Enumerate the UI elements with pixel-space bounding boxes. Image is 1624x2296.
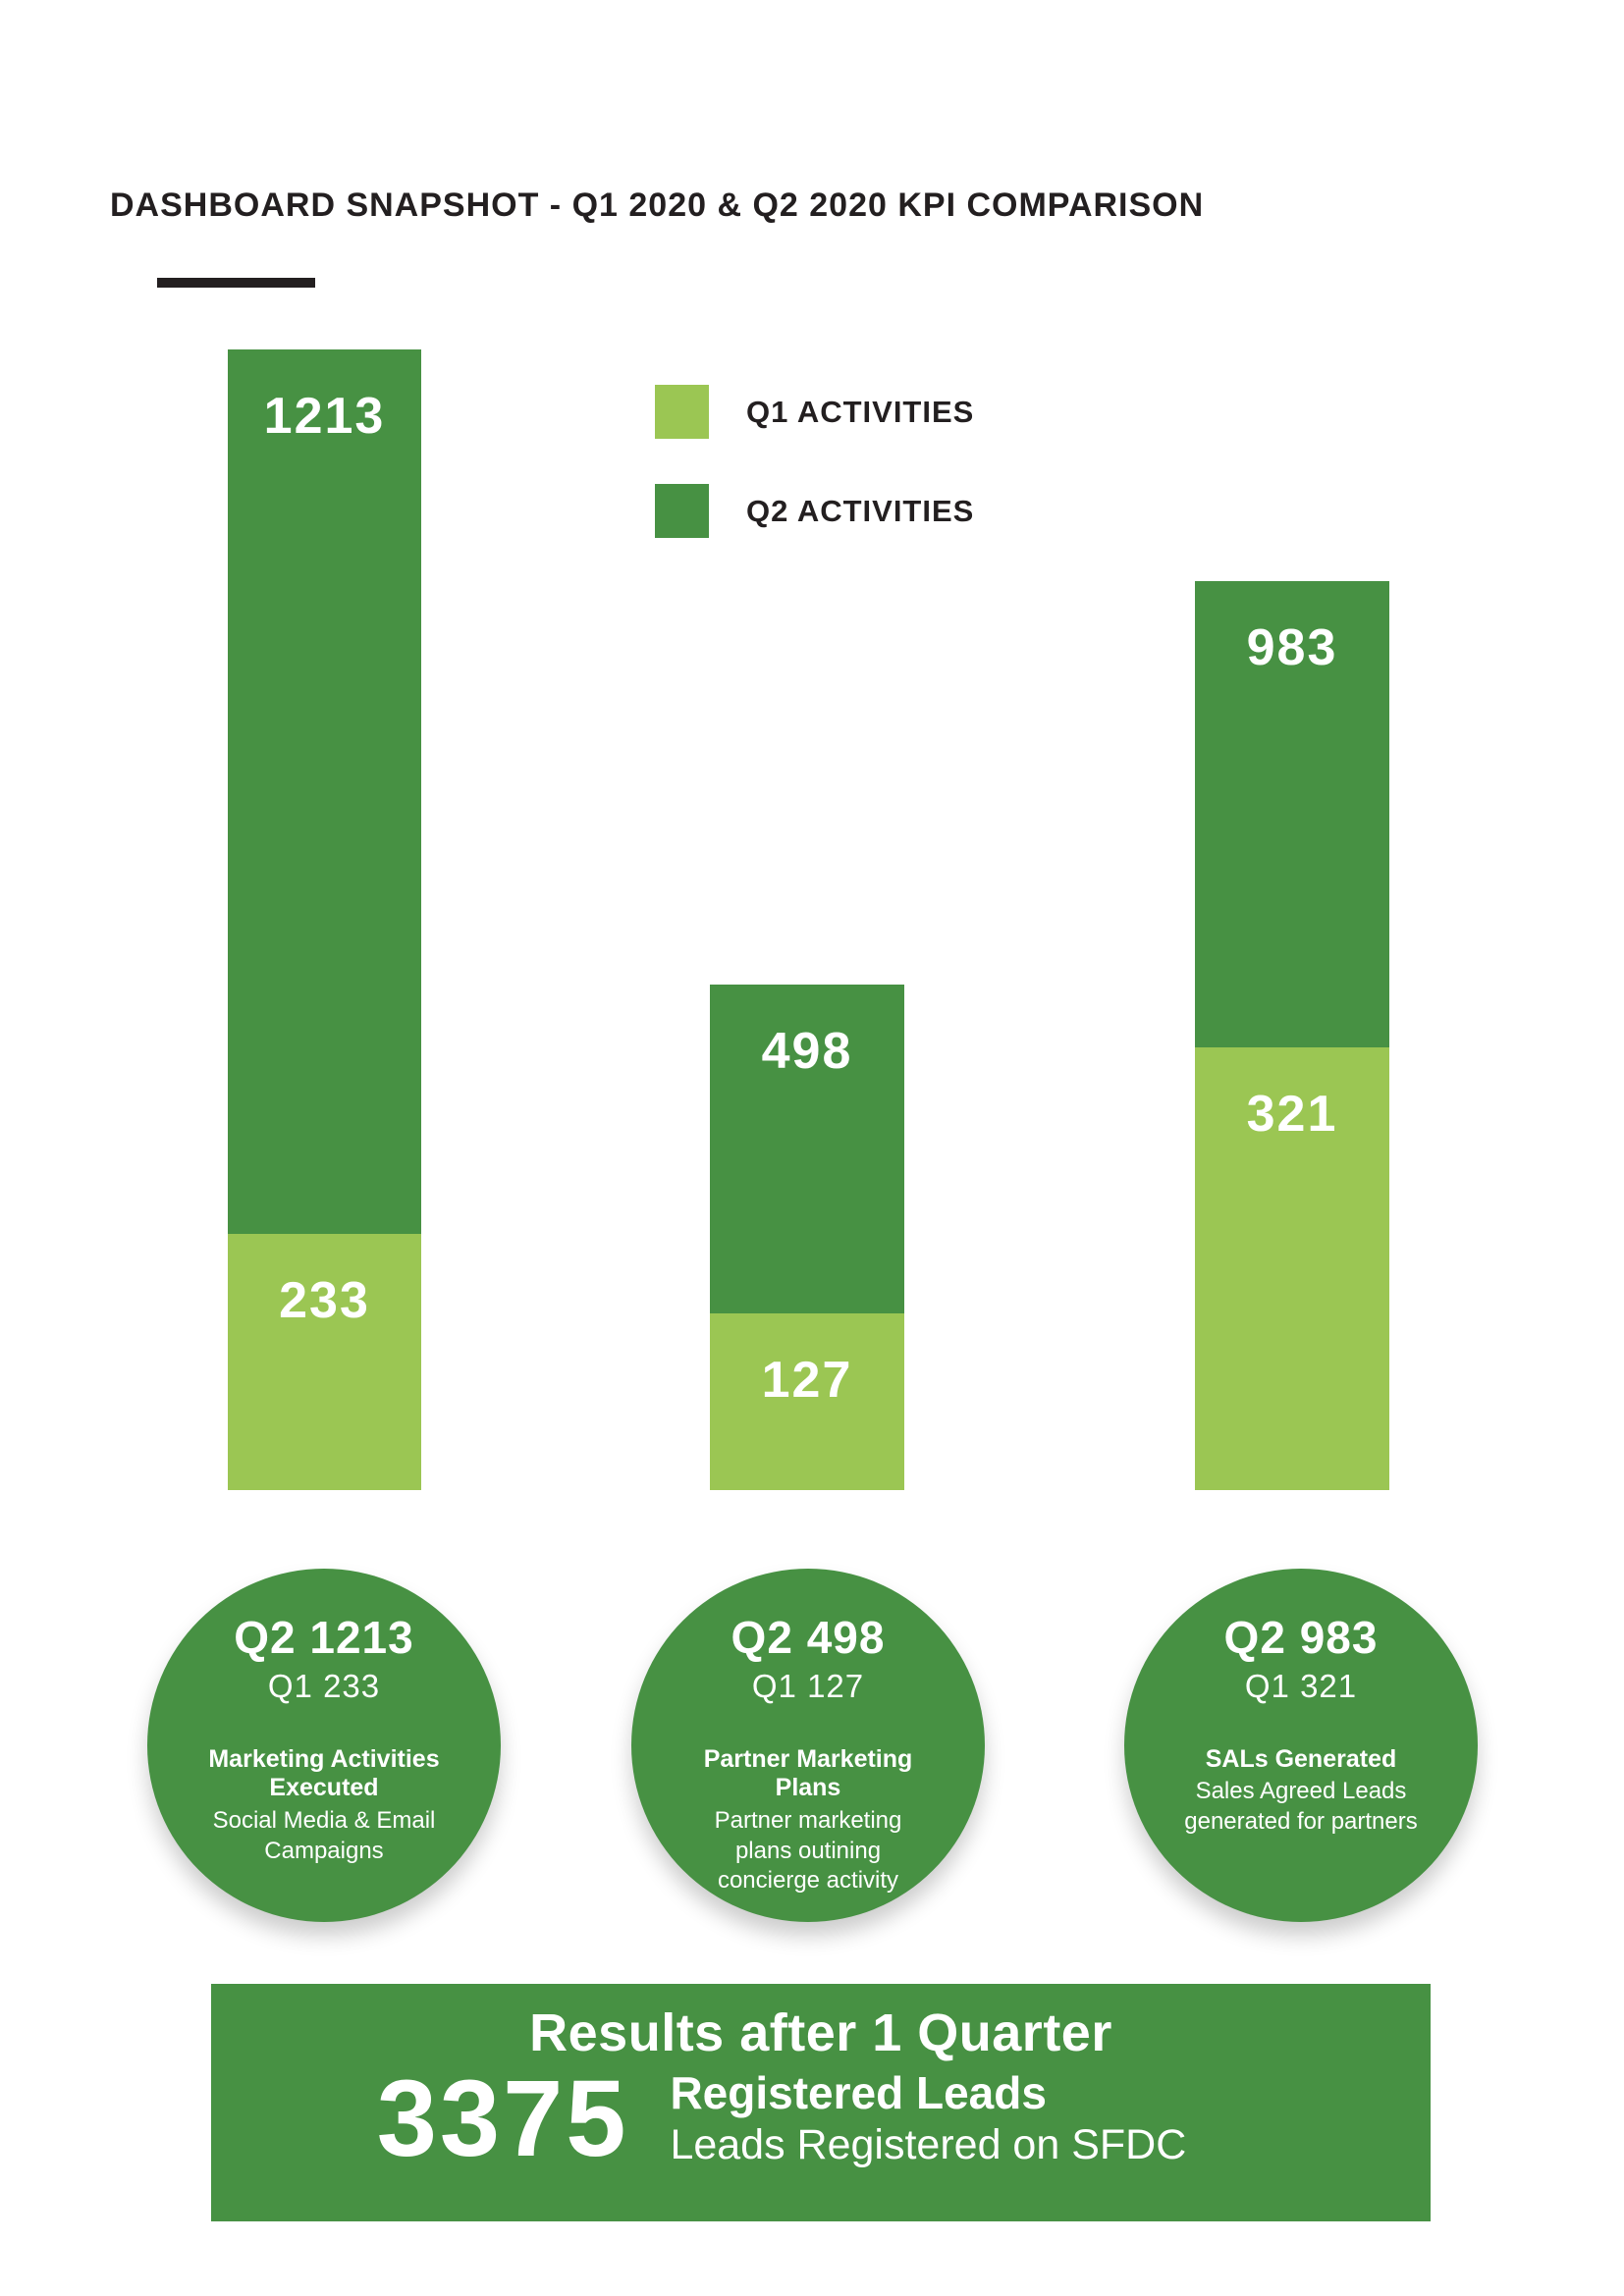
kpi-circle-sals-generated: Q2 983 Q1 321 SALs Generated Sales Agree…: [1124, 1569, 1478, 1922]
circle-q1-value: Q1 127: [751, 1668, 865, 1705]
banner-row: 3375 Registered Leads Leads Registered o…: [376, 2057, 1187, 2179]
legend-label-q1: Q1 ACTIVITIES: [746, 394, 975, 429]
circle-subtext: Partner marketing plans outining concier…: [714, 1806, 902, 1895]
legend-item-q1: Q1 ACTIVITIES: [655, 385, 974, 439]
banner-labels: Registered Leads Leads Registered on SFD…: [670, 2066, 1186, 2171]
bar-marketing-q2-value: 1213: [263, 388, 386, 445]
bar-marketing-q1-value: 233: [279, 1272, 370, 1329]
bar-sals-q1-segment: 321: [1195, 1047, 1389, 1490]
bar-marketing-activities: 1213 233: [228, 349, 421, 1490]
legend-item-q2: Q2 ACTIVITIES: [655, 484, 974, 538]
circle-q2-value: Q2 1213: [234, 1612, 414, 1663]
bar-partner-q2-segment: 498: [710, 985, 904, 1313]
circle-q2-value: Q2 983: [1223, 1612, 1379, 1663]
q1-color-swatch-icon: [655, 385, 709, 439]
banner-label-sub: Leads Registered on SFDC: [670, 2121, 1187, 2169]
bar-sals-q1-value: 321: [1246, 1086, 1338, 1143]
circle-heading: SALs Generated: [1205, 1744, 1397, 1773]
results-banner: Results after 1 Quarter 3375 Registered …: [211, 1984, 1431, 2221]
bar-partner-q1-segment: 127: [710, 1313, 904, 1490]
bar-partner-q2-value: 498: [761, 1023, 853, 1080]
circle-subtext: Sales Agreed Leads generated for partner…: [1184, 1778, 1418, 1836]
circle-q1-value: Q1 321: [1244, 1668, 1358, 1705]
circle-heading: Marketing Activities Executed: [208, 1744, 440, 1802]
bar-sals-q2-value: 983: [1246, 619, 1338, 676]
page-title: DASHBOARD SNAPSHOT - Q1 2020 & Q2 2020 K…: [110, 187, 1205, 224]
bar-partner-plans: 498 127: [710, 985, 904, 1490]
chart-legend: Q1 ACTIVITIES Q2 ACTIVITIES: [655, 385, 974, 583]
banner-title: Results after 1 Quarter: [529, 2003, 1112, 2062]
bar-partner-q1-value: 127: [761, 1352, 853, 1409]
registered-leads-total: 3375: [376, 2057, 629, 2179]
q2-color-swatch-icon: [655, 484, 709, 538]
circle-q2-value: Q2 498: [731, 1612, 886, 1663]
title-underline: [157, 278, 315, 288]
circle-q1-value: Q1 233: [267, 1668, 381, 1705]
bar-sals-generated: 983 321: [1195, 581, 1389, 1490]
bar-marketing-q1-segment: 233: [228, 1234, 421, 1490]
bar-marketing-q2-segment: 1213: [228, 349, 421, 1234]
banner-label-bold: Registered Leads: [670, 2067, 1047, 2119]
bar-sals-q2-segment: 983: [1195, 581, 1389, 1047]
circle-subtext: Social Media & Email Campaigns: [212, 1806, 436, 1864]
legend-label-q2: Q2 ACTIVITIES: [746, 493, 975, 528]
kpi-circle-partner-plans: Q2 498 Q1 127 Partner Marketing Plans Pa…: [631, 1569, 985, 1922]
circle-heading: Partner Marketing Plans: [703, 1744, 913, 1802]
kpi-circle-marketing-activities: Q2 1213 Q1 233 Marketing Activities Exec…: [147, 1569, 501, 1922]
